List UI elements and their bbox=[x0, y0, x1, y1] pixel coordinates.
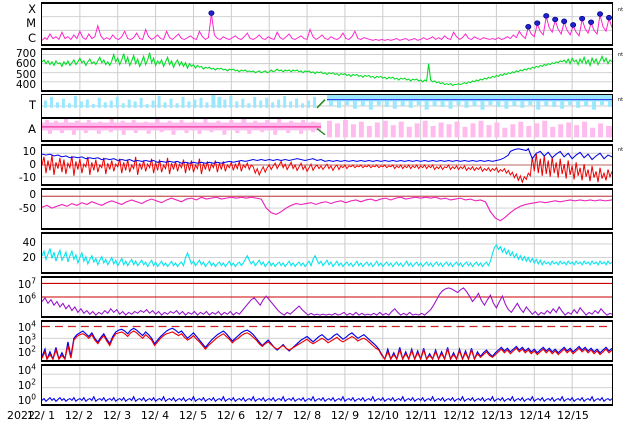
ylabel-ae-20: 20 bbox=[22, 252, 36, 264]
ylabel-dst-neg50: -50 bbox=[18, 203, 36, 215]
ylabel-b-0: 0 bbox=[29, 159, 36, 171]
right-label-xray: nt bbox=[618, 7, 624, 13]
ylabel-xray-c: C bbox=[27, 31, 36, 45]
right-label-wind: nt bbox=[618, 52, 624, 58]
panel-dst-index bbox=[41, 188, 613, 230]
ylabel-wind-500: 500 bbox=[15, 69, 36, 81]
xaxis-tick-3: 12/ 4 bbox=[140, 409, 170, 422]
ylabel-proton-1e4: 104 bbox=[17, 362, 36, 377]
ylabel-wind-400: 400 bbox=[15, 79, 36, 91]
magnetic-field-plot bbox=[42, 146, 612, 184]
ylabel-xray-x: X bbox=[28, 2, 36, 16]
panel-solar-wind-speed bbox=[41, 48, 613, 92]
xaxis-tick-5: 12/ 6 bbox=[216, 409, 246, 422]
xray-flux-plot bbox=[42, 4, 612, 44]
panel-ae-index bbox=[41, 232, 613, 274]
xaxis-tick-6: 12/ 7 bbox=[254, 409, 284, 422]
xaxis-tick-13: 12/14 bbox=[519, 409, 551, 422]
ylabel-b-10: 10 bbox=[22, 146, 36, 158]
solar-wind-speed-plot bbox=[42, 50, 612, 90]
electron-flux-plot bbox=[42, 278, 612, 316]
ylabel-dst-0: 0 bbox=[29, 189, 36, 201]
ylabel-temperature: T bbox=[28, 98, 36, 112]
panel-magnetic-field bbox=[41, 144, 613, 186]
xaxis-tick-1: 12/ 2 bbox=[64, 409, 94, 422]
xaxis-tick-14: 12/15 bbox=[557, 409, 589, 422]
ylabel-xray-m: M bbox=[26, 16, 36, 30]
xaxis-tick-10: 12/11 bbox=[405, 409, 437, 422]
panel-proton-temperature bbox=[41, 94, 613, 118]
xaxis-tick-0: 12/ 1 bbox=[26, 409, 56, 422]
xaxis-tick-11: 12/12 bbox=[443, 409, 475, 422]
ylabel-electron-1e7: 107 bbox=[17, 276, 36, 291]
ylabel-wind-600: 600 bbox=[15, 58, 36, 70]
panel-electron-flux-2ch bbox=[41, 320, 613, 362]
proton-flux-plot bbox=[42, 366, 612, 404]
proton-density-plot bbox=[42, 119, 612, 140]
right-label-temperature: nt bbox=[618, 97, 624, 103]
xaxis-tick-7: 12/ 8 bbox=[292, 409, 322, 422]
ylabel-wind-700: 700 bbox=[15, 48, 36, 60]
ylabel-2ch-1e3: 103 bbox=[17, 332, 36, 347]
ylabel-ae-40: 40 bbox=[22, 237, 36, 249]
proton-temperature-plot bbox=[42, 95, 612, 117]
xaxis-tick-2: 12/ 3 bbox=[102, 409, 132, 422]
ylabel-2ch-1e2: 102 bbox=[17, 344, 36, 359]
xaxis-year-label: 2022 bbox=[7, 409, 35, 422]
ae-index-plot bbox=[42, 234, 612, 272]
panel-proton-density bbox=[41, 118, 613, 142]
right-label-magnetic: nt bbox=[618, 147, 624, 153]
ylabel-proton-1e2: 102 bbox=[17, 377, 36, 392]
ylabel-2ch-1e4: 104 bbox=[17, 319, 36, 334]
xaxis-tick-4: 12/ 5 bbox=[178, 409, 208, 422]
ylabel-electron-1e6: 106 bbox=[17, 291, 36, 306]
xaxis-tick-8: 12/ 9 bbox=[330, 409, 360, 422]
xaxis-tick-12: 12/13 bbox=[481, 409, 513, 422]
panel-xray-flux bbox=[41, 2, 613, 46]
ylabel-b-neg10: -10 bbox=[18, 172, 36, 184]
dst-index-plot bbox=[42, 190, 612, 228]
ylabel-proton-1e0: 100 bbox=[17, 392, 36, 407]
panel-electron-flux bbox=[41, 276, 613, 318]
xaxis-tick-9: 12/10 bbox=[367, 409, 399, 422]
electron-flux-2ch-plot bbox=[42, 322, 612, 360]
ylabel-density: A bbox=[28, 122, 36, 136]
panel-proton-flux bbox=[41, 364, 613, 406]
